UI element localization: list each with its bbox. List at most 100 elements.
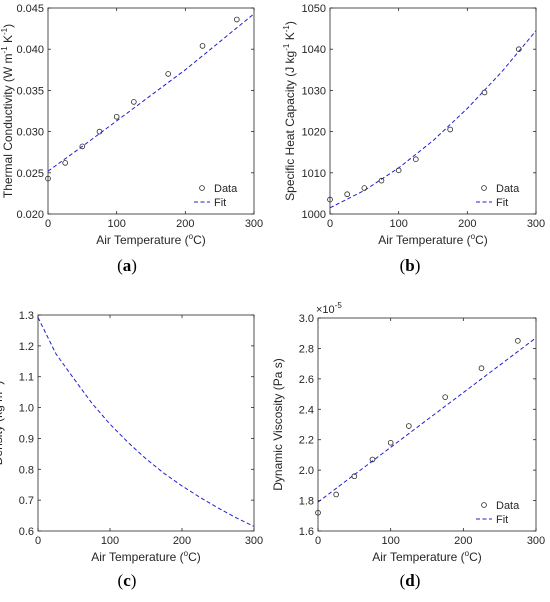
x-tick-label: 300 (527, 218, 545, 230)
legend-label-data: Data (496, 183, 520, 195)
x-axis-label: Air Temperature (oC) (91, 549, 201, 564)
y-axis-label: Dynamic Viscosity (Pa s) (271, 358, 285, 490)
data-point (413, 156, 419, 163)
y-tick-label: 0.045 (16, 3, 44, 15)
legend-label-data: Data (214, 183, 238, 195)
y-exponent-label: ×10-5 (316, 301, 342, 316)
x-tick-label: 300 (245, 535, 263, 547)
fit-line (47, 13, 255, 172)
legend-marker-data (199, 185, 205, 191)
data-point (478, 365, 485, 372)
data-point (199, 43, 206, 49)
data-point (515, 338, 521, 344)
y-tick-label: 0.040 (16, 44, 44, 56)
y-tick-label: 1040 (302, 44, 326, 56)
y-tick-label: 0.6 (19, 526, 34, 538)
data-point (447, 126, 453, 133)
y-tick-label: 1.3 (19, 310, 34, 322)
data-point (96, 128, 103, 135)
y-tick-label: 1.2 (19, 341, 34, 353)
fit-line (317, 337, 537, 503)
y-tick-label: 3.0 (299, 313, 314, 325)
y-tick-label: 0.035 (16, 85, 44, 97)
x-tick-label: 0 (327, 218, 333, 230)
x-tick-label: 0 (315, 535, 321, 547)
data-point (369, 456, 376, 463)
data-point (79, 143, 86, 150)
y-tick-label: 1000 (302, 209, 326, 221)
plot-frame (317, 317, 537, 532)
x-tick-label: 0 (45, 218, 51, 230)
y-axis-label: Thermal Conductivity (W m-1 K-1) (0, 24, 15, 198)
y-tick-label: 1020 (302, 127, 326, 139)
x-tick-label: 200 (454, 535, 472, 547)
data-point (131, 99, 137, 105)
x-tick-label: 200 (173, 535, 191, 547)
x-axis-label: Air Temperature (oC) (372, 549, 482, 564)
y-tick-label: 1.8 (299, 496, 314, 508)
fit-line (37, 317, 255, 527)
legend-label-fit: Fit (214, 197, 226, 209)
y-tick-label: 2.4 (299, 404, 314, 416)
x-tick-label: 300 (527, 535, 545, 547)
plot-frame (47, 7, 255, 215)
y-tick-label: 0.020 (16, 209, 44, 221)
chart-panel-c: 0 100 200 300 0.6 0.7 0.8 0.9 1.0 1.1 1.2 1.3 Air Te… (0, 310, 263, 590)
legend-label-data: Data (496, 500, 520, 512)
x-tick-label: 200 (176, 218, 194, 230)
x-tick-label: 0 (35, 535, 41, 547)
x-axis-label: Air Temperature (oC) (96, 232, 206, 247)
y-tick-label: 0.7 (19, 495, 34, 507)
y-tick-label: 1010 (302, 168, 326, 180)
data-point (62, 160, 68, 166)
data-point (234, 16, 240, 23)
plot-frame (37, 314, 255, 532)
x-tick-label: 100 (381, 535, 399, 547)
data-point (333, 491, 339, 498)
y-axis-label: Density (kg m-3) (0, 381, 5, 465)
x-tick-label: 200 (458, 218, 476, 230)
data-point (387, 439, 394, 446)
x-tick-label: 100 (107, 218, 125, 230)
data-point (378, 177, 385, 184)
legend-label-fit: Fit (496, 514, 508, 526)
y-tick-label: 0.8 (19, 464, 34, 476)
data-point (327, 196, 333, 203)
panel-label: (d) (400, 571, 421, 590)
data-point (361, 185, 368, 191)
data-point (315, 509, 321, 516)
data-point (113, 113, 120, 120)
data-point (516, 46, 522, 52)
panel-label: (a) (117, 256, 137, 275)
y-tick-label: 1.6 (299, 526, 314, 538)
y-tick-label: 2.0 (299, 465, 314, 477)
panel-label: (b) (400, 256, 421, 275)
data-point (395, 167, 402, 174)
y-tick-label: 1.0 (19, 403, 34, 415)
legend-label-fit: Fit (496, 197, 508, 209)
x-tick-label: 100 (389, 218, 407, 230)
x-axis-label: Air Temperature (oC) (378, 232, 488, 247)
data-point (481, 89, 488, 96)
y-tick-label: 0.025 (16, 168, 44, 180)
legend-marker-data (481, 185, 487, 191)
y-tick-label: 1050 (302, 3, 326, 15)
plot-frame (329, 7, 537, 215)
panel-label: (c) (118, 571, 137, 590)
fit-line (329, 30, 537, 209)
y-tick-label: 2.2 (299, 435, 314, 447)
data-point (406, 423, 412, 429)
data-point (351, 473, 358, 480)
data-point (344, 191, 350, 198)
legend-marker-data (481, 502, 487, 508)
y-tick-label: 2.8 (299, 343, 314, 355)
chart-panel-a: 0 100 200 300 0.020 0.025 0.030 0.035 0.040 0.045… (0, 3, 263, 275)
data-point (442, 394, 448, 400)
data-point (165, 71, 171, 77)
data-point (45, 175, 51, 182)
chart-panel-b: 0 100 200 300 1000 1010 1020 1030 1040 1050 Air Te… (282, 3, 545, 275)
y-tick-label: 1030 (302, 85, 326, 97)
x-tick-label: 100 (101, 535, 119, 547)
